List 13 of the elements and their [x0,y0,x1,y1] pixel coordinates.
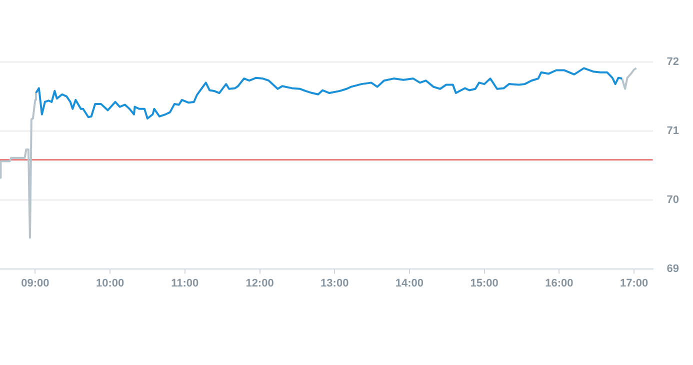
x-tick-label: 13:00 [320,277,349,290]
x-tick-label: 11:00 [171,277,199,290]
x-tick-label: 09:00 [21,277,50,290]
x-tick-label: 12:00 [246,277,274,290]
y-tick-label: 69 [666,262,680,275]
x-tick-label: 15:00 [470,277,498,290]
y-tick-label: 70 [666,194,680,206]
x-tick-label: 10:00 [96,277,124,290]
x-tick-label: 14:00 [395,277,424,290]
x-tick-label: 16:00 [545,277,574,290]
x-tick-label: 17:00 [620,277,648,290]
y-tick-label: 72 [666,56,680,68]
y-tick-label: 71 [666,124,680,137]
